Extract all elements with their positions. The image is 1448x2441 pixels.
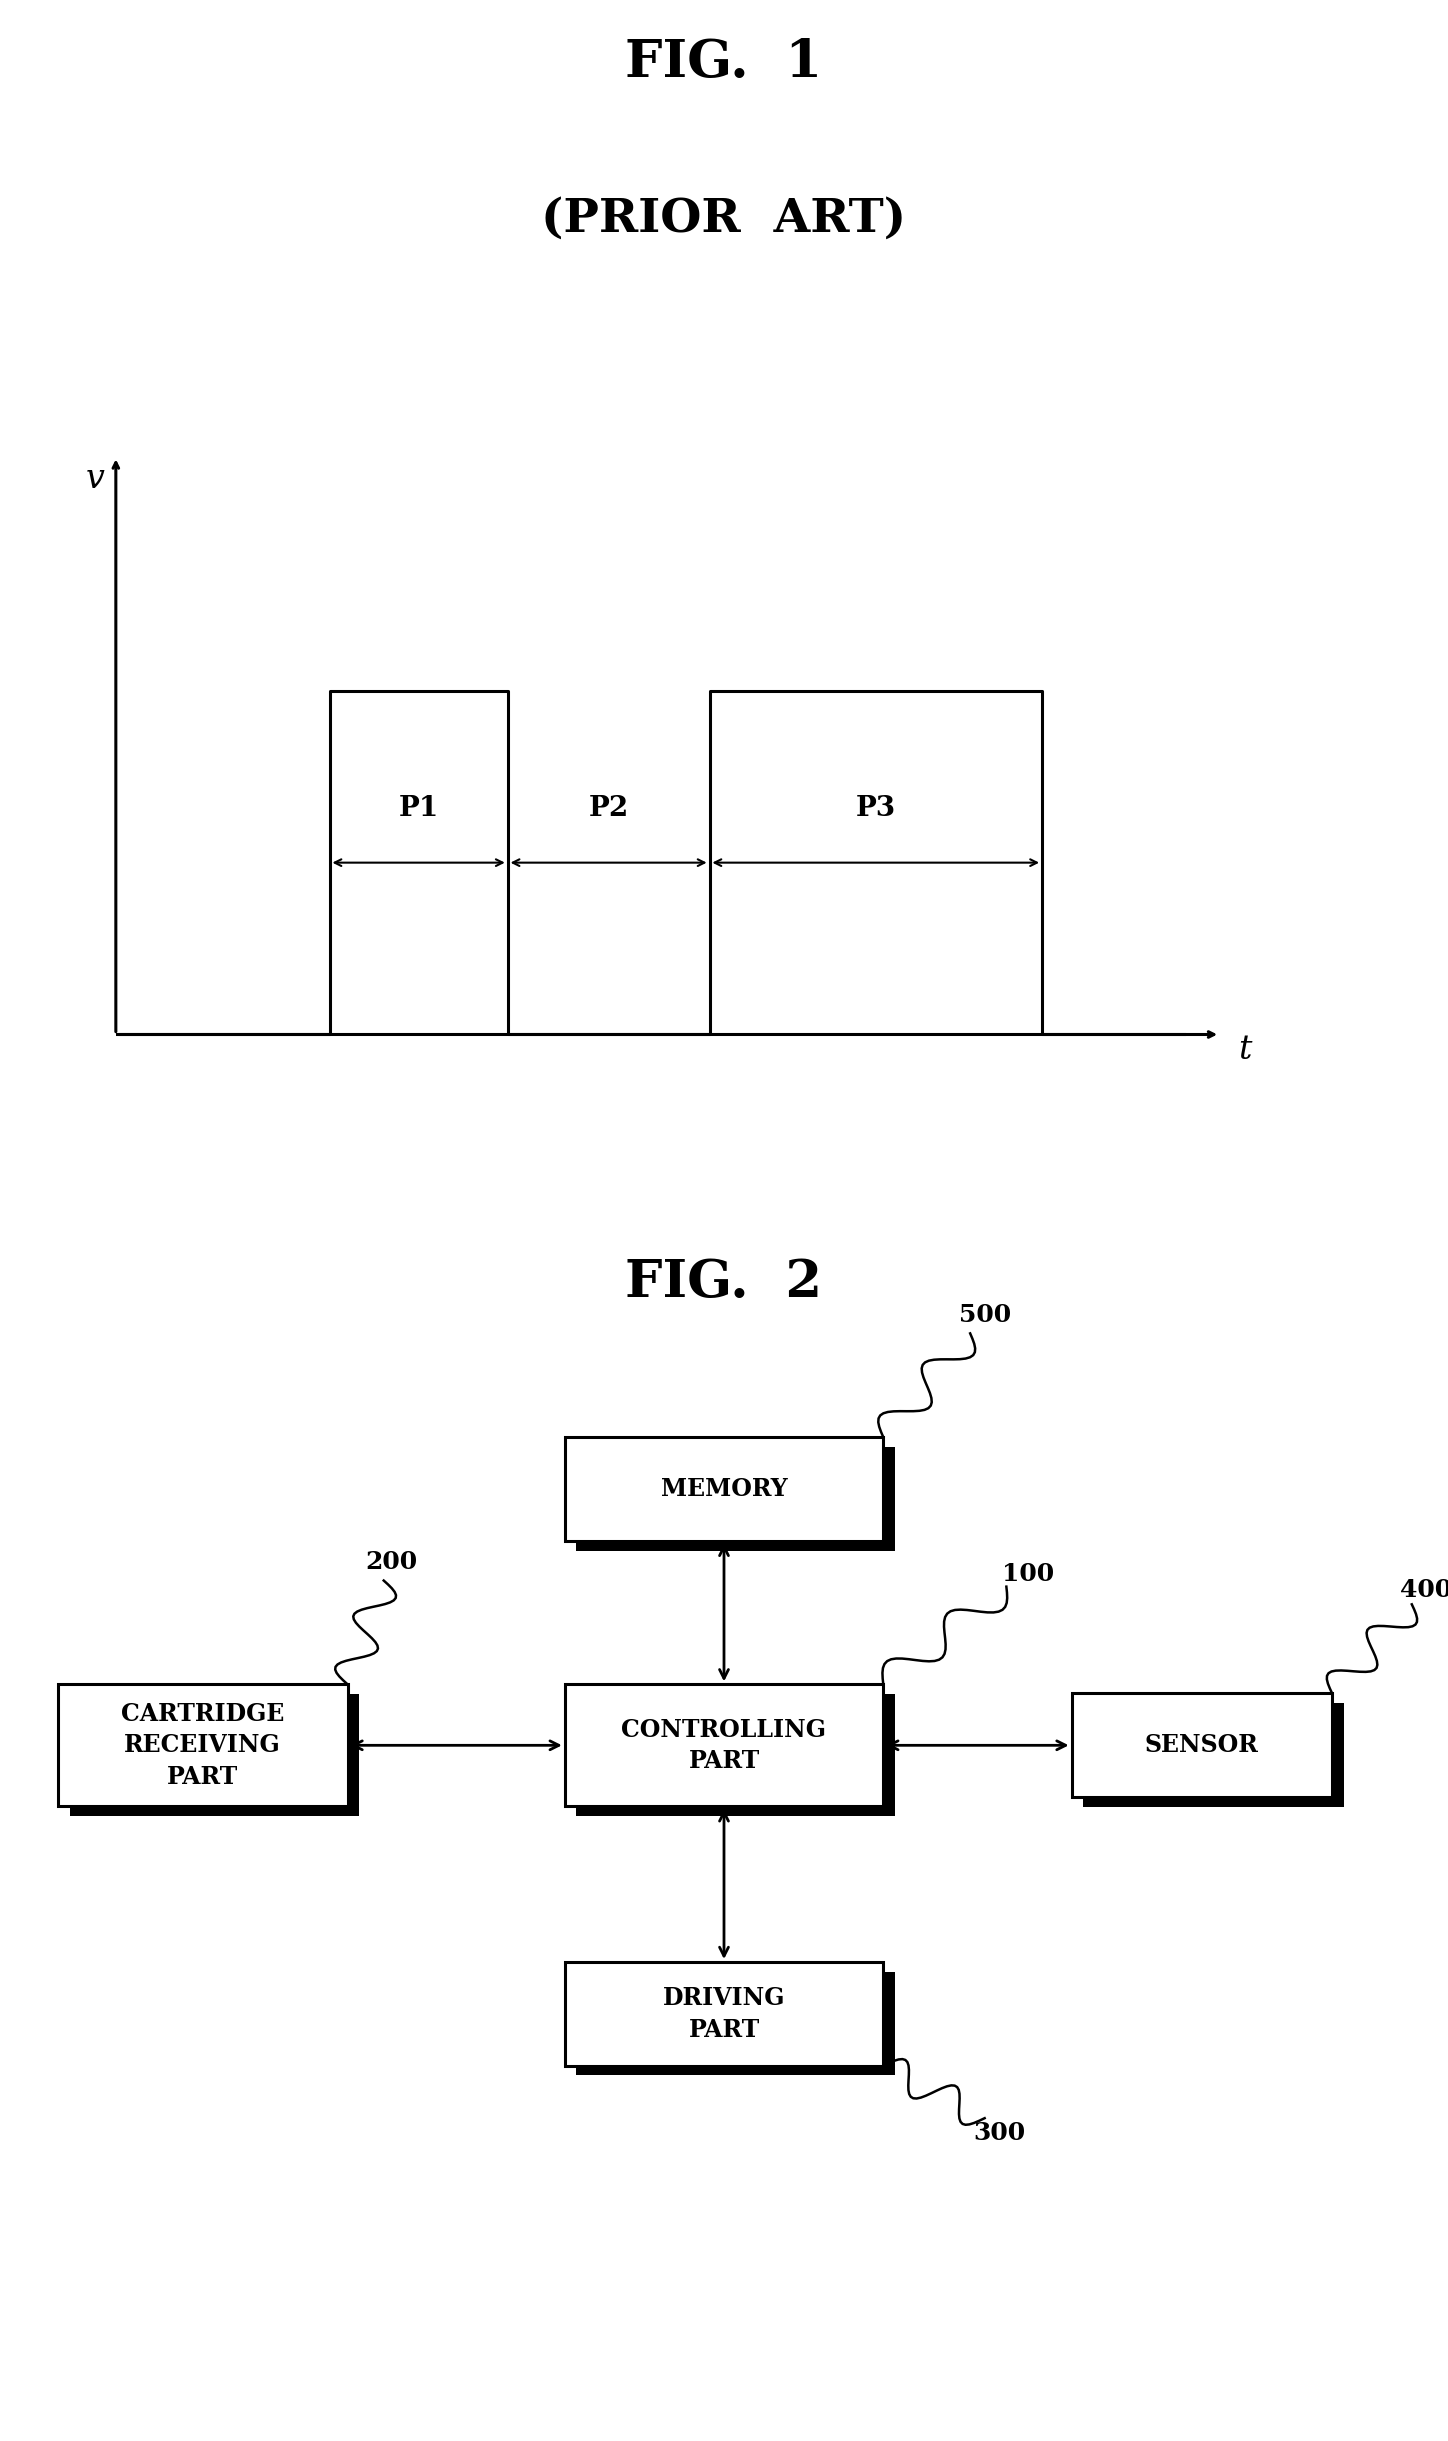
Bar [58,1684,348,1806]
Bar [70,1694,359,1816]
Bar [576,1972,895,2075]
Bar [576,1694,895,1816]
Text: CARTRIDGE
RECEIVING
PART: CARTRIDGE RECEIVING PART [122,1701,284,1789]
Bar [565,1684,883,1806]
Text: DRIVING
PART: DRIVING PART [663,1987,785,2041]
Text: 100: 100 [1002,1562,1054,1587]
Text: P1: P1 [398,796,439,823]
Text: 400: 400 [1400,1577,1448,1601]
Text: MEMORY: MEMORY [660,1477,788,1501]
Text: t: t [1238,1035,1251,1067]
Bar [576,1448,895,1550]
Bar [565,1963,883,2065]
Bar [1083,1704,1344,1806]
Text: CONTROLLING
PART: CONTROLLING PART [621,1718,827,1772]
Text: FIG.  2: FIG. 2 [626,1257,822,1308]
Bar [565,1438,883,1540]
Text: v: v [87,464,106,496]
Text: 200: 200 [365,1550,417,1574]
Text: 300: 300 [973,2121,1025,2146]
Text: (PRIOR  ART): (PRIOR ART) [542,195,906,242]
Text: SENSOR: SENSOR [1145,1733,1258,1758]
Text: P2: P2 [588,796,628,823]
Bar [1072,1694,1332,1797]
Text: FIG.  1: FIG. 1 [626,37,822,88]
Text: P3: P3 [856,796,896,823]
Text: 500: 500 [959,1303,1011,1328]
